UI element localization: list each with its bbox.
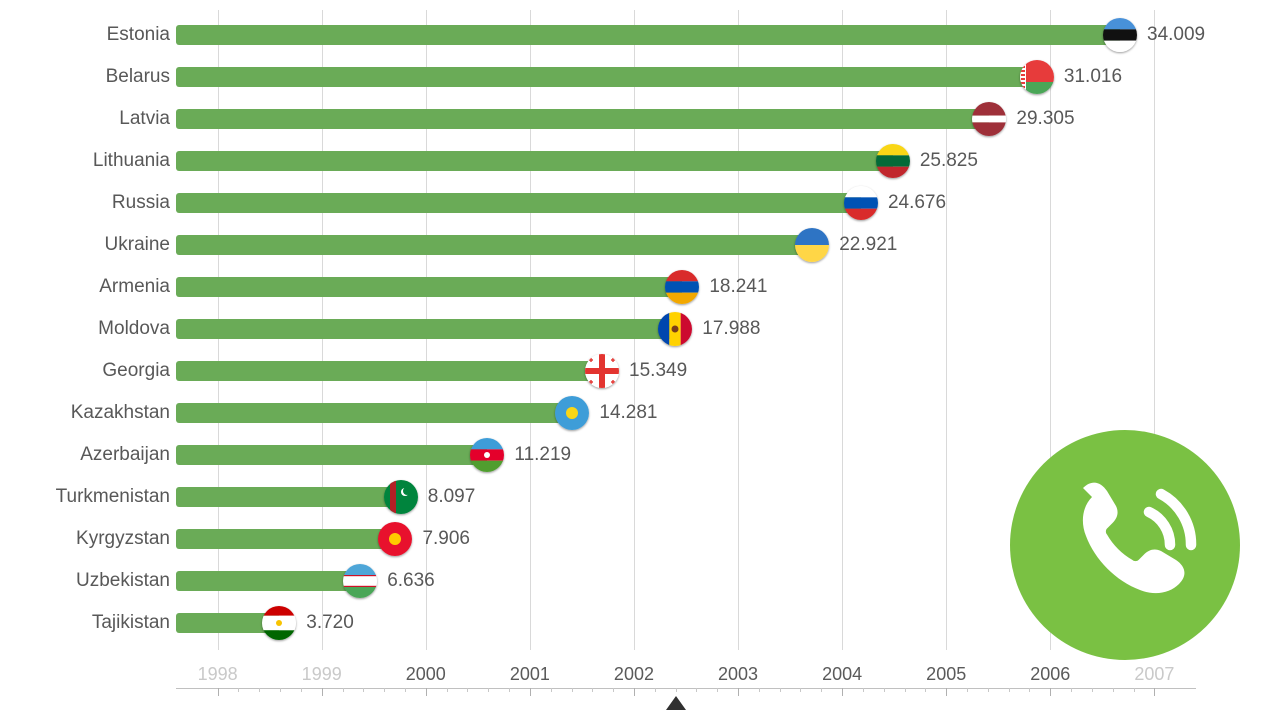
- bar-row: Armenia 18.241: [0, 266, 1280, 308]
- country-label: Kyrgyzstan: [76, 518, 170, 560]
- bar: [176, 277, 682, 297]
- bar-value: 3.720: [306, 602, 354, 644]
- bar-row: Ukraine 22.921: [0, 224, 1280, 266]
- flag-icon: [378, 522, 412, 556]
- flag-icon: [1103, 18, 1137, 52]
- bar-row: Latvia 29.305: [0, 98, 1280, 140]
- bar-row: Kazakhstan 14.281: [0, 392, 1280, 434]
- country-label: Turkmenistan: [56, 476, 170, 518]
- bar-row: Russia 24.676: [0, 182, 1280, 224]
- flag-icon: [343, 564, 377, 598]
- bar: [176, 235, 812, 255]
- axis-tick-label: 2003: [718, 664, 758, 685]
- bar-value: 6.636: [387, 560, 435, 602]
- flag-icon: [384, 480, 418, 514]
- flag-icon: [972, 102, 1006, 136]
- bar: [176, 25, 1120, 45]
- flag-icon: [262, 606, 296, 640]
- axis-tick-label: 2002: [614, 664, 654, 685]
- bar-row: Lithuania 25.825: [0, 140, 1280, 182]
- flag-icon: [844, 186, 878, 220]
- bar: [176, 529, 395, 549]
- country-label: Georgia: [102, 350, 170, 392]
- axis-tick-label: 2005: [926, 664, 966, 685]
- bar-value: 31.016: [1064, 56, 1122, 98]
- bar-value: 7.906: [422, 518, 470, 560]
- time-marker-icon: [666, 696, 686, 710]
- bar-value: 29.305: [1016, 98, 1074, 140]
- bar-row: Estonia 34.009: [0, 14, 1280, 56]
- bar: [176, 403, 572, 423]
- country-label: Belarus: [106, 56, 170, 98]
- country-label: Moldova: [98, 308, 170, 350]
- flag-icon: [585, 354, 619, 388]
- country-label: Lithuania: [93, 140, 170, 182]
- axis-tick-label: 1999: [302, 664, 342, 685]
- bar-row: Georgia 15.349: [0, 350, 1280, 392]
- flag-icon: [658, 312, 692, 346]
- flag-icon: [665, 270, 699, 304]
- flag-icon: [795, 228, 829, 262]
- bar: [176, 445, 487, 465]
- bar-value: 11.219: [514, 434, 571, 476]
- phone-icon: [1010, 430, 1240, 660]
- country-label: Estonia: [107, 14, 170, 56]
- bar-value: 22.921: [839, 224, 897, 266]
- bar-row: Belarus 31.016: [0, 56, 1280, 98]
- bar: [176, 319, 675, 339]
- flag-icon: [876, 144, 910, 178]
- bar: [176, 67, 1037, 87]
- bar-value: 15.349: [629, 350, 687, 392]
- flag-icon: [470, 438, 504, 472]
- flag-icon: [1020, 60, 1054, 94]
- bar-value: 8.097: [428, 476, 476, 518]
- bar: [176, 571, 360, 591]
- country-label: Russia: [112, 182, 170, 224]
- bar-row: Moldova 17.988: [0, 308, 1280, 350]
- country-label: Ukraine: [105, 224, 170, 266]
- country-label: Armenia: [99, 266, 170, 308]
- axis-tick-label: 2006: [1030, 664, 1070, 685]
- bar: [176, 361, 602, 381]
- time-axis: 1998 1999 2000 2001 2002 2003 2004 2005 2006 2007: [176, 660, 1196, 710]
- phone-wave1-icon: [1149, 512, 1170, 545]
- country-label: Kazakhstan: [71, 392, 170, 434]
- bar: [176, 193, 861, 213]
- axis-tick-label: 2001: [510, 664, 550, 685]
- country-label: Uzbekistan: [76, 560, 170, 602]
- bar: [176, 487, 401, 507]
- axis-tick-label: 2007: [1134, 664, 1174, 685]
- bar-value: 34.009: [1147, 14, 1205, 56]
- bar-value: 24.676: [888, 182, 946, 224]
- country-label: Azerbaijan: [80, 434, 170, 476]
- flag-icon: [555, 396, 589, 430]
- axis-tick-label: 2000: [406, 664, 446, 685]
- country-label: Tajikistan: [92, 602, 170, 644]
- bar-value: 17.988: [702, 308, 760, 350]
- bar: [176, 151, 893, 171]
- axis-tick-label: 2004: [822, 664, 862, 685]
- bar: [176, 109, 989, 129]
- country-label: Latvia: [119, 98, 170, 140]
- bar-value: 25.825: [920, 140, 978, 182]
- bar-value: 18.241: [709, 266, 767, 308]
- axis-tick-label: 1998: [198, 664, 238, 685]
- bar-value: 14.281: [599, 392, 657, 434]
